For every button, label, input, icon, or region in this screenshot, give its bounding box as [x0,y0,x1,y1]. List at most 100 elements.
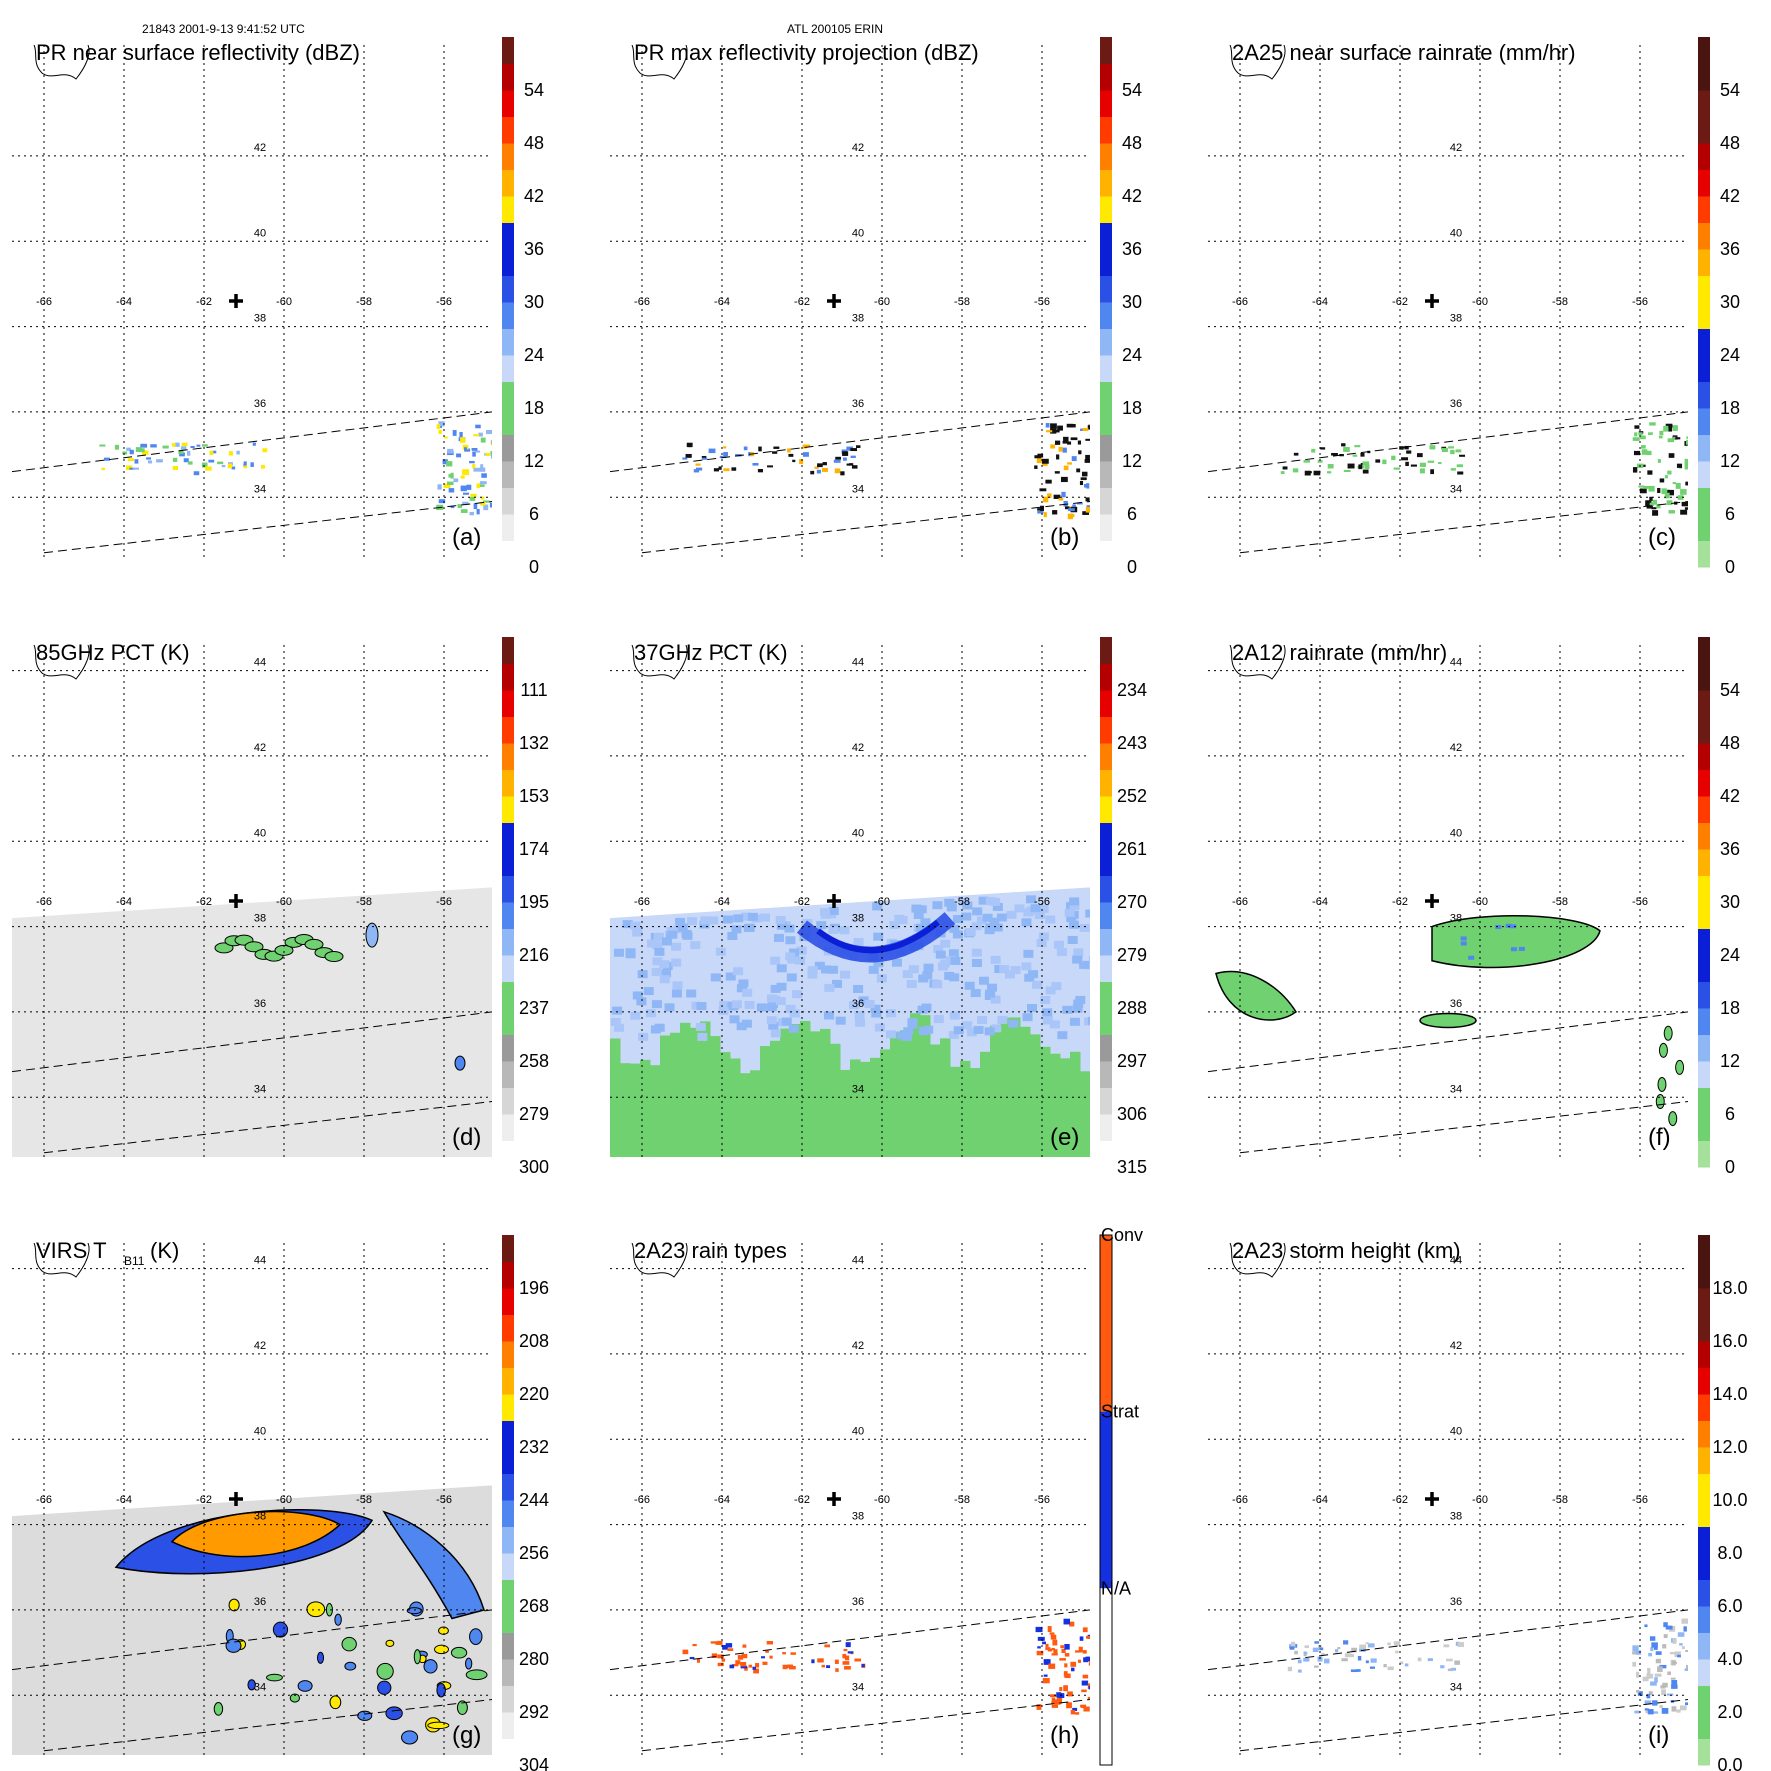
ir-coldest-tops [170,1510,342,1558]
pct-cell [999,965,1010,974]
pct-cell [996,913,1007,922]
echo-pixel [1331,452,1338,456]
colorbar-tick-label: 292 [519,1702,549,1722]
lat-tick-label: 40 [852,227,864,239]
pct-cell [871,1009,882,1018]
echo-pixel [1079,480,1084,486]
pct-cell [807,966,818,975]
ir-cloud-cell [272,1621,289,1638]
lon-tick-label: -56 [1034,296,1050,308]
colorbar-band [1698,955,1710,982]
colorbar-band [1100,716,1112,744]
echo-pixel [1443,1644,1450,1648]
colorbar-band [502,1235,514,1262]
echo-pixel [1640,445,1646,449]
echo-pixel [1644,1624,1648,1628]
echo-pixel [824,1644,831,1648]
colorbar-band [502,1261,514,1289]
storm-center-marker [1425,894,1439,908]
echo-pixel [174,442,180,447]
echo-pixel [814,466,819,469]
colorbar-band [502,1140,514,1168]
pct-cell [1004,970,1015,979]
echo-pixel [1655,1651,1662,1655]
colorbar-tick-label: 6 [1725,1104,1735,1124]
colorbar-tick-label: 279 [1117,945,1147,965]
echo-pixel [1673,1661,1677,1665]
rain-area [1431,914,1601,969]
pct-cell [699,920,710,929]
lon-tick-label: -56 [1034,896,1050,908]
rain-cell [1518,946,1525,951]
colorbar-band [1100,328,1112,356]
echo-pixel [1051,1653,1058,1656]
pct-cell [932,980,943,989]
ir-cloud-cell [469,1628,483,1645]
pct-cell [1088,1016,1090,1025]
lon-tick-label: -56 [1632,1494,1648,1506]
echo-pixel [1662,1682,1668,1688]
colorbar-band-strat [1100,1411,1112,1589]
colorbar-band-conv [1100,1235,1112,1412]
lat-tick-label: 36 [254,1596,266,1608]
echo-pixel [1070,1661,1077,1667]
echo-pixel [1037,510,1044,514]
echo-pixel [489,502,492,508]
lon-tick-label: -62 [794,1494,810,1506]
colorbar-tick-label: 54 [524,80,544,100]
pct-cell [785,936,796,945]
pct-cell [653,932,664,941]
pct-cell [664,1003,675,1012]
colorbar-band [1100,381,1112,409]
echo-pixel [438,499,446,504]
echo-pixel [1058,497,1064,501]
colorbar-tick-label: 300 [519,1157,549,1177]
echo-pixel [753,1668,760,1674]
coastline [631,45,688,80]
echo-pixel [1354,445,1361,448]
ir-cloud-cell [385,1706,403,1721]
pct-warm-cell [740,1073,751,1157]
colorbar-d: 300 279 258 237 216 195 174 153 132 111 [502,637,549,1177]
echo-pixel [1633,450,1641,456]
echo-pixel [1314,1641,1320,1644]
echo-pixel [243,465,248,469]
pct-cell [1032,980,1043,989]
echo-pixel [1037,1646,1041,1649]
colorbar-band [1698,1473,1710,1501]
pct-cell [710,973,721,982]
echo-pixel [1063,465,1069,471]
echo-pixel [1063,1671,1068,1677]
echo-pixel [442,459,448,465]
pct-cell [1038,932,1049,941]
panel-letter: (a) [452,524,481,551]
lon-tick-label: -60 [874,296,890,308]
colorbar-band [1100,90,1112,117]
colorbar-band [1698,1579,1710,1607]
pct-cell [962,1021,973,1030]
pct-warm-cell [840,1069,851,1157]
lat-tick-label: 36 [254,398,266,410]
colorbar-band [502,249,514,276]
echo-pixel [1638,432,1643,436]
echo-pixel [844,1666,851,1670]
echo-pixel [1676,463,1683,468]
echo-pixel [1673,436,1677,440]
echo-pixel [1054,429,1060,433]
echo-pixel [1067,462,1072,465]
rain-cell [1468,955,1475,960]
lon-tick-label: -60 [276,896,292,908]
echo-pixel [1364,464,1370,469]
echo-pixel [1070,423,1076,428]
echo-pixel [460,509,468,513]
lat-tick-label: 34 [852,1681,864,1693]
swath-edge [1239,1101,1688,1154]
echo-pixel [782,1664,788,1670]
pct-warm-cell [910,1013,921,1157]
panel-d: -66 -64 -62 -60 -58 -56 34 36 38 40 42 44 85GHz PCT … [12,637,549,1177]
echo-pixel [478,432,483,437]
echo-pixel [850,455,856,458]
pct-cell [742,988,753,997]
pct-warm-cell [760,1046,771,1157]
coastline [1229,45,1286,80]
